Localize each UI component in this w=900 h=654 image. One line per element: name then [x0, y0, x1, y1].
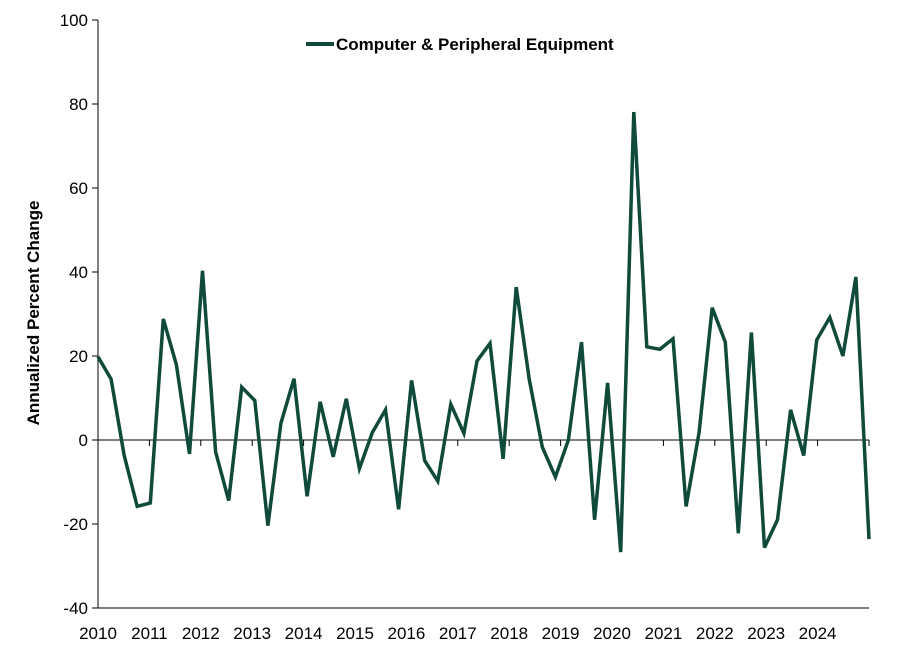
x-tick-label: 2019 — [542, 624, 580, 643]
series — [96, 111, 871, 553]
x-tick-label: 2013 — [233, 624, 271, 643]
y-tick-label: 40 — [69, 263, 88, 282]
y-axis-title: Annualized Percent Change — [24, 201, 43, 426]
x-tick-label: 2015 — [336, 624, 374, 643]
legend: Computer & Peripheral Equipment — [306, 35, 614, 54]
x-tick-label: 2022 — [696, 624, 734, 643]
tick-labels: -40 -20 0 20 40 60 80 100 2010 2011 2012 2013 2014 20… — [60, 11, 837, 643]
x-tick-label: 2011 — [131, 624, 168, 643]
y-tick-label: -40 — [63, 599, 88, 618]
y-tick-label: 60 — [69, 179, 88, 198]
x-tick-label: 2024 — [799, 624, 837, 643]
x-tick-label: 2014 — [285, 624, 323, 643]
y-tick-label: 80 — [69, 95, 88, 114]
x-tick-label: 2010 — [79, 624, 117, 643]
y-tick-label: 20 — [69, 347, 88, 366]
axes — [92, 19, 870, 609]
y-tick-label: 100 — [60, 11, 88, 30]
x-tick-label: 2017 — [439, 624, 477, 643]
series-line — [96, 111, 871, 553]
legend-label: Computer & Peripheral Equipment — [336, 35, 614, 54]
x-tick-label: 2020 — [593, 624, 631, 643]
x-tick-label: 2012 — [182, 624, 220, 643]
x-tick-label: 2023 — [747, 624, 785, 643]
x-tick-label: 2018 — [490, 624, 528, 643]
x-tick-label: 2016 — [387, 624, 425, 643]
y-tick-label: -20 — [63, 515, 88, 534]
y-tick-label: 0 — [79, 431, 88, 450]
x-tick-label: 2021 — [644, 624, 682, 643]
